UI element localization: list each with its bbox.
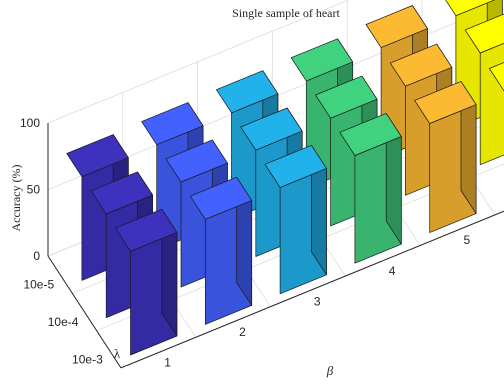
- axis-labels: Single sample of heart Accuracy (%) β λ: [9, 6, 340, 378]
- bar-top-face: [489, 62, 504, 92]
- bar-10e-3-5: [414, 81, 477, 233]
- bar-top-face: [115, 208, 178, 252]
- bar-top-face: [365, 5, 428, 48]
- x-tick-label: 1: [164, 356, 171, 370]
- bar-top-face: [66, 134, 129, 178]
- bar-top-face: [339, 113, 402, 156]
- x-axis-line: [120, 210, 504, 369]
- bar-front-face: [479, 42, 504, 166]
- x-tick-label: 4: [389, 264, 396, 278]
- z-tick-label: 50: [27, 183, 41, 197]
- bar-10e-3-4: [339, 113, 402, 264]
- bar-10e-3-3: [264, 144, 327, 295]
- bar-10e-3-1: [115, 208, 178, 356]
- bars: [66, 0, 504, 356]
- bar-top-face: [290, 38, 354, 82]
- z-tick-label: 0: [33, 249, 40, 263]
- x-tick-label: 5: [464, 233, 471, 247]
- bar-top-face: [240, 107, 303, 151]
- bar-top-face: [445, 0, 496, 17]
- bar-top-face: [464, 13, 504, 54]
- grid-line: [47, 0, 350, 124]
- bar-10e-3-2: [189, 176, 253, 325]
- y-axis-line: [47, 255, 122, 369]
- bar-top-face: [165, 139, 228, 183]
- z-tick-label: 100: [20, 116, 40, 130]
- bar-top-face: [315, 75, 378, 119]
- y-tick-label: 10e-5: [23, 278, 54, 292]
- bar-top-face: [189, 176, 253, 220]
- bar-top-face: [414, 81, 477, 124]
- x-tick-label: 3: [314, 294, 321, 308]
- bar-top-face: [389, 43, 453, 87]
- bar-top-face: [216, 70, 279, 114]
- y-axis-label: λ: [114, 346, 121, 361]
- bar-top-face: [264, 144, 327, 188]
- z-axis-label: Accuracy (%): [9, 165, 23, 232]
- bar-top-face: [90, 171, 153, 215]
- y-tick-label: 10e-3: [72, 352, 103, 366]
- bar-top-face: [141, 102, 204, 146]
- x-axis-label: β: [326, 363, 334, 378]
- chart-title: Single sample of heart: [232, 6, 340, 20]
- y-tick-label: 10e-4: [48, 315, 79, 329]
- bar-10e-3-6: [489, 62, 504, 92]
- x-tick-label: 2: [239, 325, 246, 339]
